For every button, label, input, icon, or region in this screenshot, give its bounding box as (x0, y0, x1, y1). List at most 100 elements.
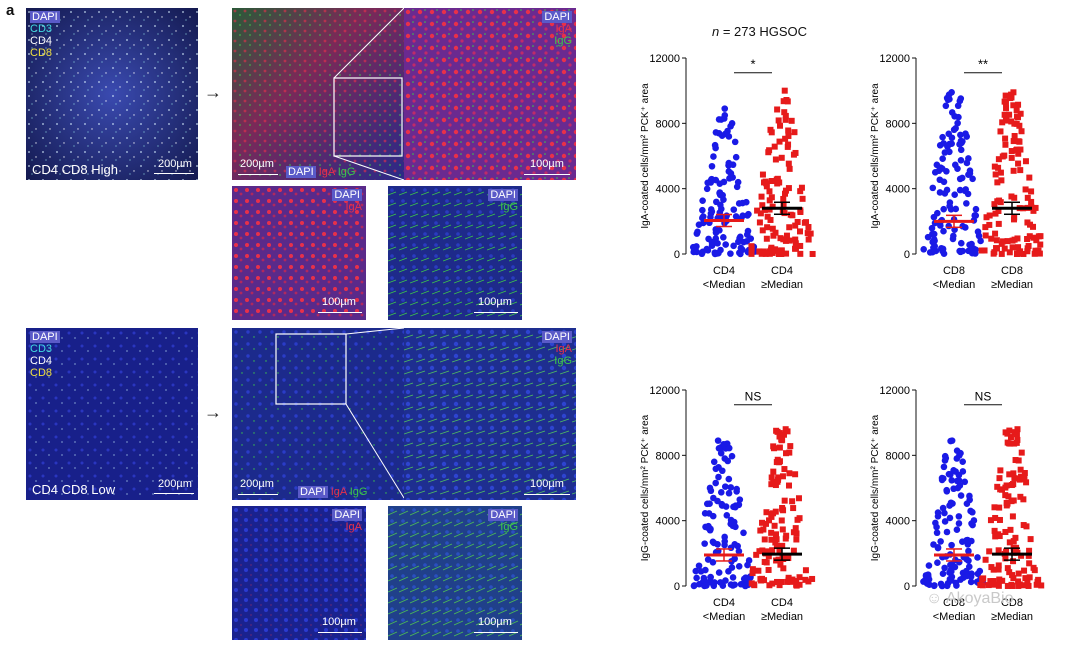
data-point (786, 449, 793, 456)
data-point (797, 242, 804, 249)
chart-igg-cd8: IgG-coated cells/mm² PCK⁺ area 0 4000 8000 1… (866, 378, 1066, 640)
data-point (972, 205, 980, 213)
watermark: ☺ AkoyaBio (926, 590, 1014, 608)
data-point (986, 212, 993, 219)
data-point (996, 475, 1003, 482)
data-point (1014, 113, 1021, 120)
high-zoom-texture (404, 8, 576, 180)
data-point (718, 467, 726, 475)
data-point (761, 536, 768, 543)
data-point (1026, 547, 1033, 554)
data-point (1010, 138, 1017, 145)
data-point (797, 188, 804, 195)
high-zoom-label-dapi: DAPI (542, 11, 572, 23)
data-point (993, 532, 1000, 539)
x-category-label: CD4 (771, 265, 793, 277)
data-point (934, 509, 942, 516)
data-point (991, 201, 998, 208)
data-point (1015, 578, 1022, 585)
data-point (776, 459, 783, 466)
y-tick-label: 0 (674, 249, 680, 261)
high-ov-label-cd3: CD3 (30, 23, 53, 35)
low-merge-scale-bar (238, 494, 278, 495)
high-ov-label-dapi: DAPI (30, 11, 60, 23)
data-point (729, 574, 737, 581)
data-point (946, 202, 953, 210)
data-point (999, 119, 1006, 126)
data-point (995, 220, 1002, 227)
y-tick-label: 12000 (879, 53, 910, 65)
data-point (1009, 513, 1016, 520)
data-point (720, 115, 728, 122)
data-point (763, 249, 770, 256)
data-point (735, 238, 742, 246)
y-tick-label: 0 (904, 249, 910, 261)
data-point (705, 524, 713, 532)
data-point (1015, 244, 1022, 251)
data-point (749, 566, 756, 573)
data-point (995, 207, 1002, 214)
data-point (929, 184, 937, 192)
data-point (793, 578, 800, 585)
data-point (797, 250, 804, 257)
data-point (997, 169, 1004, 176)
data-point (997, 467, 1004, 474)
data-point (1015, 475, 1022, 482)
data-point (724, 457, 732, 465)
data-point (779, 436, 786, 443)
data-point (957, 492, 965, 499)
data-point (763, 180, 770, 187)
data-point (755, 567, 762, 574)
data-point (781, 87, 788, 94)
significance-label: NS (745, 390, 762, 404)
data-point (778, 248, 785, 255)
data-point (1008, 94, 1015, 101)
data-point (1006, 471, 1013, 478)
data-point (961, 478, 969, 486)
data-point (781, 109, 788, 116)
data-point (798, 184, 805, 191)
data-point (790, 151, 797, 158)
data-point (953, 447, 961, 455)
low-zoom-connector (346, 328, 405, 499)
data-point (1008, 154, 1015, 161)
low-ov-label-cd8: CD8 (30, 367, 53, 379)
data-point (1020, 496, 1027, 503)
data-point (757, 210, 764, 217)
data-point (1006, 111, 1013, 118)
high-merge-scale-text: 200µm (240, 158, 274, 170)
data-point (735, 562, 743, 570)
data-point (1013, 439, 1020, 446)
data-point (1012, 457, 1019, 464)
data-point (776, 582, 783, 589)
data-point (782, 116, 789, 123)
high-merge-scale-bar (238, 174, 278, 175)
cohort-n-symbol: n (712, 24, 720, 39)
data-point (730, 206, 738, 213)
data-point (995, 562, 1002, 569)
data-point (1037, 241, 1044, 248)
data-point (780, 565, 787, 572)
data-point (963, 500, 971, 507)
data-point (770, 445, 777, 452)
data-point (956, 186, 964, 194)
cohort-size: = 273 HGSOC (719, 24, 808, 39)
data-point (1002, 135, 1009, 142)
data-point (990, 578, 997, 585)
data-point (1027, 536, 1034, 543)
data-point (794, 516, 801, 523)
data-point (790, 547, 797, 554)
data-point (998, 177, 1005, 184)
data-point (1024, 194, 1031, 201)
data-point (963, 567, 970, 575)
data-point (1026, 174, 1033, 181)
data-point (1009, 582, 1016, 589)
high-igg-label-igg: IgG (500, 201, 518, 213)
data-point (759, 202, 766, 209)
data-point (759, 171, 766, 178)
data-point (1013, 431, 1020, 438)
data-point (766, 147, 773, 154)
data-point (1030, 223, 1037, 230)
data-point (731, 581, 738, 588)
data-point (706, 500, 713, 508)
